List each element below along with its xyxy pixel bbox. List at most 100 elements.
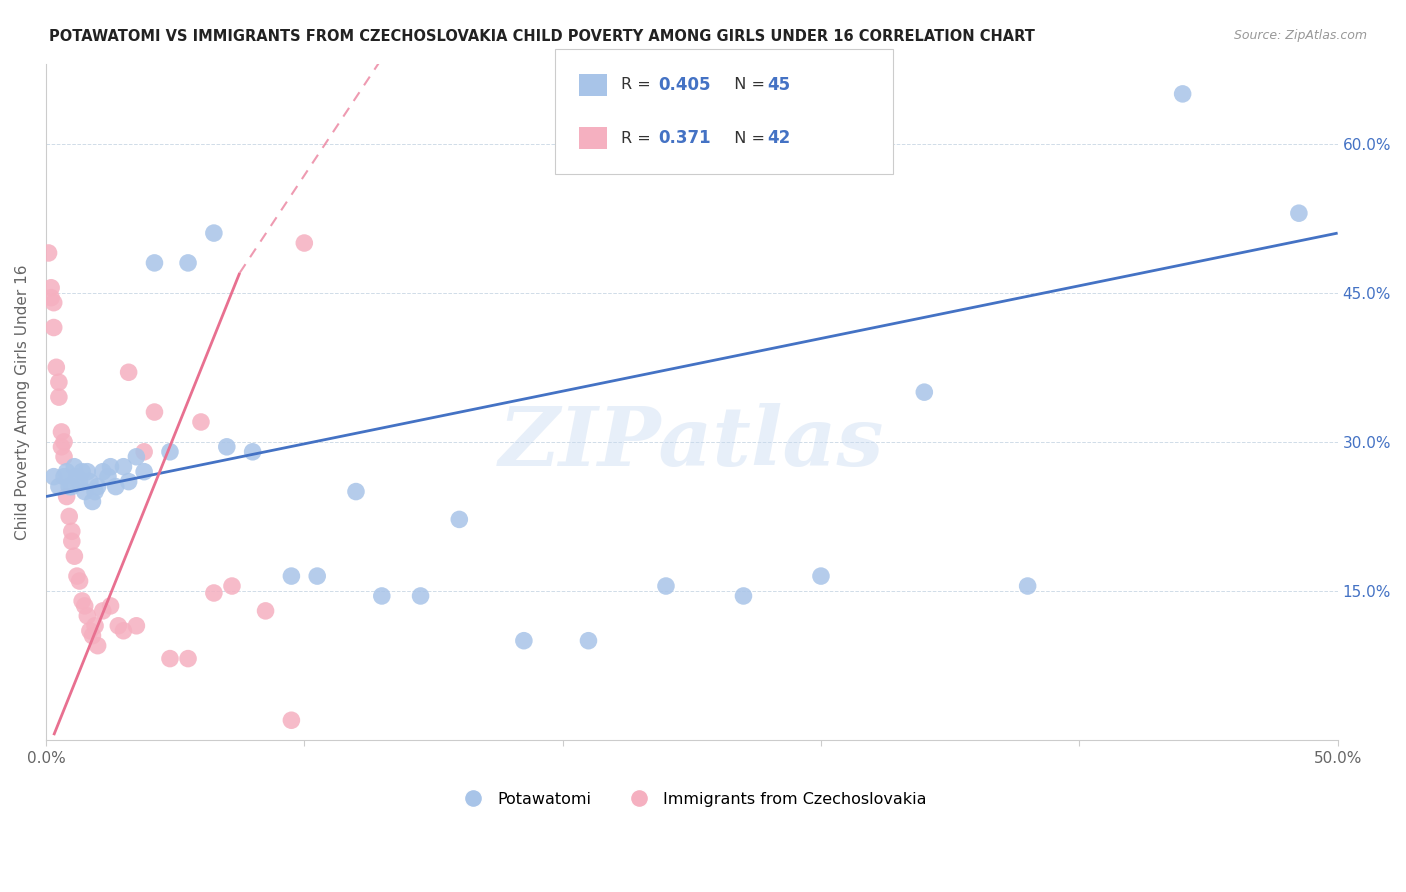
Point	[1017, 579, 1039, 593]
Point	[117, 365, 139, 379]
Point	[112, 624, 135, 638]
Point	[117, 475, 139, 489]
Point	[97, 469, 120, 483]
Point	[107, 619, 129, 633]
Point	[42, 295, 65, 310]
Point	[307, 569, 329, 583]
Point	[53, 434, 76, 449]
Point	[69, 574, 91, 588]
Point	[48, 375, 70, 389]
Point	[371, 589, 394, 603]
Point	[100, 459, 122, 474]
Point	[134, 465, 156, 479]
Point	[38, 246, 60, 260]
Point	[58, 480, 80, 494]
Point	[51, 440, 73, 454]
Point	[63, 549, 86, 564]
Point	[69, 475, 91, 489]
Point	[53, 469, 76, 483]
Point	[409, 589, 432, 603]
Point	[79, 624, 101, 638]
Point	[125, 619, 148, 633]
Point	[104, 480, 127, 494]
Point	[143, 405, 166, 419]
Point	[82, 494, 104, 508]
Point	[73, 599, 96, 613]
Point	[84, 619, 107, 633]
Point	[655, 579, 678, 593]
Text: R =: R =	[621, 130, 657, 145]
Point	[912, 385, 935, 400]
Point	[42, 320, 65, 334]
Point	[242, 445, 264, 459]
Point	[100, 599, 122, 613]
Text: 45: 45	[768, 76, 790, 94]
Point	[39, 281, 62, 295]
Point	[1171, 87, 1194, 101]
Point	[86, 480, 108, 494]
Point	[134, 445, 156, 459]
Point	[53, 450, 76, 464]
Point	[159, 445, 181, 459]
Text: N =: N =	[724, 78, 770, 93]
Point	[143, 256, 166, 270]
Point	[70, 594, 93, 608]
Text: ZIPatlas: ZIPatlas	[499, 402, 884, 483]
Point	[280, 569, 302, 583]
Point	[91, 465, 114, 479]
Point	[254, 604, 277, 618]
Point	[82, 629, 104, 643]
Point	[66, 469, 89, 483]
Y-axis label: Child Poverty Among Girls Under 16: Child Poverty Among Girls Under 16	[15, 264, 30, 540]
Point	[76, 465, 98, 479]
Point	[733, 589, 755, 603]
Point	[66, 569, 89, 583]
Point	[70, 465, 93, 479]
Point	[48, 390, 70, 404]
Text: Source: ZipAtlas.com: Source: ZipAtlas.com	[1233, 29, 1367, 42]
Point	[221, 579, 243, 593]
Point	[449, 512, 471, 526]
Point	[280, 713, 302, 727]
Point	[1288, 206, 1310, 220]
Text: 0.405: 0.405	[658, 76, 710, 94]
Point	[84, 484, 107, 499]
Point	[159, 651, 181, 665]
Point	[292, 235, 315, 250]
Point	[55, 465, 77, 479]
Point	[513, 633, 536, 648]
Point	[112, 459, 135, 474]
Point	[51, 425, 73, 439]
Point	[60, 534, 83, 549]
Point	[48, 480, 70, 494]
Point	[215, 440, 238, 454]
Point	[39, 291, 62, 305]
Point	[177, 256, 200, 270]
Text: POTAWATOMI VS IMMIGRANTS FROM CZECHOSLOVAKIA CHILD POVERTY AMONG GIRLS UNDER 16 : POTAWATOMI VS IMMIGRANTS FROM CZECHOSLOV…	[49, 29, 1035, 44]
Point	[60, 480, 83, 494]
Point	[190, 415, 212, 429]
Point	[177, 651, 200, 665]
Point	[125, 450, 148, 464]
Text: 0.371: 0.371	[658, 129, 710, 147]
Point	[60, 524, 83, 539]
Point	[86, 639, 108, 653]
Text: 42: 42	[768, 129, 792, 147]
Point	[91, 604, 114, 618]
Point	[810, 569, 832, 583]
Point	[344, 484, 367, 499]
Point	[202, 586, 225, 600]
Point	[63, 459, 86, 474]
Point	[76, 608, 98, 623]
Point	[55, 490, 77, 504]
Point	[73, 484, 96, 499]
Text: N =: N =	[724, 130, 770, 145]
Point	[42, 469, 65, 483]
Point	[58, 509, 80, 524]
Point	[202, 226, 225, 240]
Legend: Potawatomi, Immigrants from Czechoslovakia: Potawatomi, Immigrants from Czechoslovak…	[451, 786, 932, 814]
Point	[79, 475, 101, 489]
Point	[578, 633, 600, 648]
Point	[45, 360, 67, 375]
Text: R =: R =	[621, 78, 657, 93]
